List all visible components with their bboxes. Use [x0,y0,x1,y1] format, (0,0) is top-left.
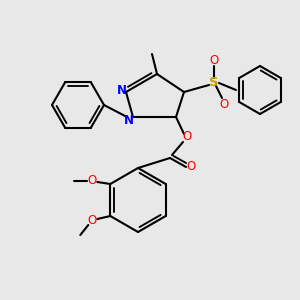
Text: N: N [124,113,134,127]
Text: O: O [88,175,97,188]
Text: O: O [182,130,192,143]
Text: N: N [117,85,127,98]
Text: O: O [88,214,97,227]
Text: O: O [219,98,229,110]
Text: O: O [186,160,196,172]
Text: O: O [209,53,219,67]
Text: S: S [209,76,219,88]
